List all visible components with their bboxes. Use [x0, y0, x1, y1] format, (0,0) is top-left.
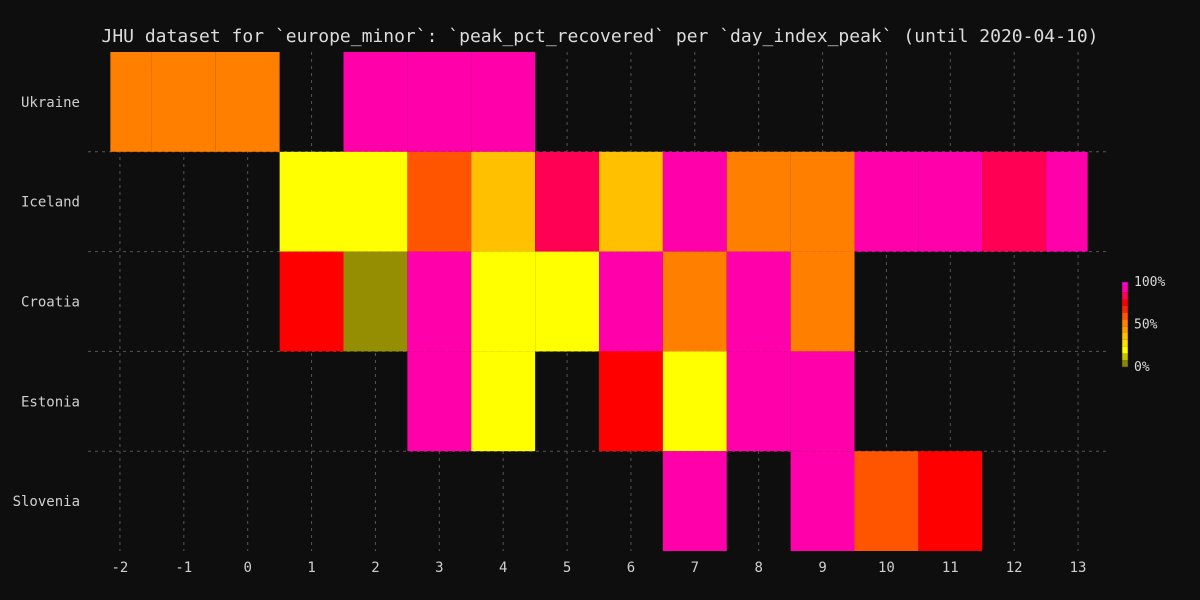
- heatmap-cell: [110, 52, 152, 152]
- heatmap-cell: [662, 351, 727, 452]
- x-tick-label: 2: [371, 560, 379, 576]
- x-axis: -2 -1 0 1 2 3 4 5 6 7 8 9 10 11 12 13: [112, 560, 1087, 576]
- heatmap-cell: [982, 151, 1047, 252]
- heatmap-cell: [535, 151, 599, 252]
- x-tick-label: 11: [942, 560, 959, 576]
- heatmap-cell: [343, 251, 408, 352]
- legend-tick-label: 100%: [1134, 275, 1165, 290]
- legend-color-step: [1122, 346, 1128, 354]
- legend-color-step: [1122, 339, 1128, 347]
- legend-color-step: [1122, 333, 1128, 340]
- heatmap-cell: [471, 52, 536, 152]
- heatmap-cell: [790, 451, 855, 551]
- heatmap-cell: [662, 251, 727, 352]
- heatmap-cell: [662, 451, 727, 551]
- heatmap-cell: [471, 251, 536, 352]
- x-tick-label: 7: [691, 560, 699, 576]
- heatmap-cell: [407, 151, 472, 252]
- x-tick-label: 12: [1006, 560, 1023, 576]
- heatmap-cell: [790, 151, 855, 252]
- legend-color-step: [1122, 319, 1128, 327]
- heatmap-cells: [110, 52, 1088, 551]
- legend-color-step: [1122, 299, 1128, 306]
- legend-color-step: [1122, 360, 1128, 367]
- y-tick-label: Slovenia: [13, 494, 80, 510]
- heatmap-cell: [471, 351, 536, 452]
- heatmap-cell: [535, 251, 599, 352]
- heatmap-cell: [343, 52, 408, 152]
- heatmap-cell: [854, 451, 919, 551]
- heatmap-cell: [343, 151, 408, 252]
- x-tick-label: 0: [243, 560, 251, 576]
- x-tick-label: 13: [1070, 560, 1087, 576]
- x-tick-label: 5: [563, 560, 571, 576]
- heatmap-cell: [151, 52, 216, 152]
- y-tick-label: Estonia: [21, 394, 80, 410]
- heatmap-cell: [407, 251, 472, 352]
- heatmap-cell: [726, 351, 791, 452]
- legend-outline: [1121, 281, 1129, 368]
- x-tick-label: 9: [818, 560, 826, 576]
- legend-color-step: [1122, 312, 1128, 320]
- y-tick-label: Ukraine: [21, 95, 80, 111]
- heatmap-cell: [790, 351, 855, 452]
- heatmap-cell: [726, 151, 791, 252]
- heatmap-cell: [407, 351, 472, 452]
- x-tick-label: -2: [112, 560, 129, 576]
- y-tick-label: Croatia: [21, 295, 80, 311]
- x-tick-label: 1: [307, 560, 315, 576]
- legend-color-step: [1122, 285, 1128, 293]
- legend-tick-label: 0%: [1134, 360, 1150, 375]
- x-tick-label: 10: [878, 560, 895, 576]
- legend-tick-label: 50%: [1134, 318, 1158, 333]
- legend-color-step: [1122, 292, 1128, 299]
- heatmap-cell: [471, 151, 536, 252]
- heatmap-cell: [407, 52, 472, 152]
- x-tick-label: -1: [175, 560, 192, 576]
- heatmap-cell: [599, 151, 663, 252]
- heatmap-cell: [215, 52, 280, 152]
- heatmap-cell: [918, 451, 983, 551]
- heatmap-cell: [599, 251, 663, 352]
- y-tick-label: Iceland: [21, 195, 80, 211]
- heatmap-cell: [790, 251, 855, 352]
- legend-color-step: [1122, 282, 1128, 286]
- legend-color-step: [1122, 326, 1128, 333]
- y-axis: Ukraine Iceland Croatia Estonia Slovenia: [13, 95, 80, 510]
- heatmap-cell: [726, 251, 791, 352]
- chart-title: JHU dataset for `europe_minor`: `peak_pc…: [102, 26, 1099, 47]
- x-tick-label: 8: [754, 560, 762, 576]
- heatmap-cell: [279, 151, 344, 252]
- heatmap-cell: [1046, 151, 1088, 252]
- heatmap-cell: [279, 251, 344, 352]
- color-legend: 100% 50% 0%: [1121, 275, 1165, 375]
- x-tick-label: 4: [499, 560, 507, 576]
- heatmap-cell: [918, 151, 983, 252]
- x-tick-label: 6: [627, 560, 635, 576]
- legend-color-step: [1122, 305, 1128, 313]
- heatmap-cell: [854, 151, 919, 252]
- heatmap-cell: [662, 151, 727, 252]
- heatmap-cell: [599, 351, 663, 452]
- x-tick-label: 3: [435, 560, 443, 576]
- legend-color-step: [1122, 353, 1128, 361]
